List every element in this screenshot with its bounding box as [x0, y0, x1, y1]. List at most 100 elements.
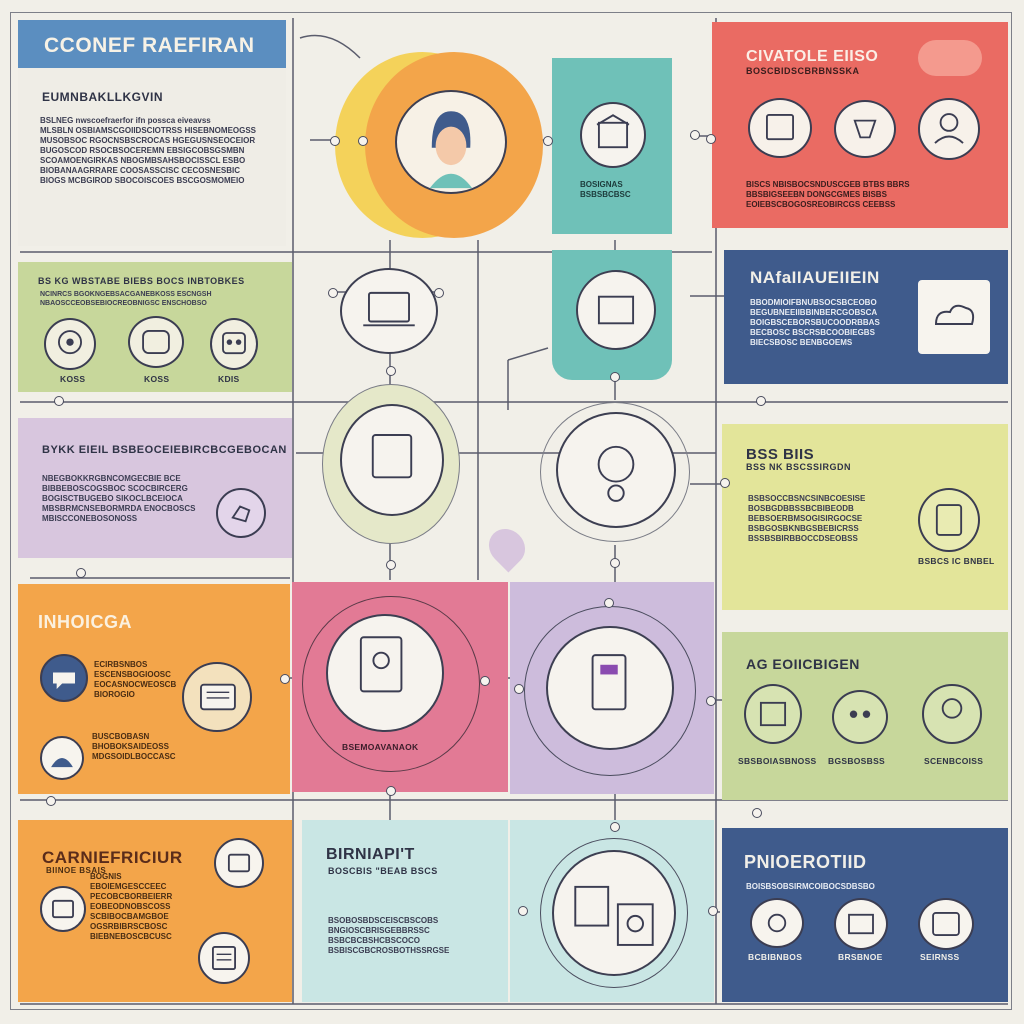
navy-panel-2-caption-2: BRSBNOE [838, 952, 883, 962]
kiosk-node [552, 850, 676, 976]
teal-column-body: BOSIGNAS BSBSBCBSC [580, 180, 631, 199]
cloud-shape [918, 40, 982, 76]
tools-icon [128, 316, 184, 368]
orange-panel-1-title: INHOICGA [38, 612, 132, 632]
report-icon [198, 932, 250, 984]
hand-cursor-icon [216, 488, 266, 538]
orange-panel-2-title: CARNIEFRICIUR [42, 848, 183, 867]
shopping-node [576, 270, 656, 350]
pink-panel-caption: BSEMOAVANAOK [342, 742, 419, 752]
green-caption-2: KOSS [144, 374, 170, 384]
person-avatar-node [395, 90, 507, 194]
yellow-panel-caption: BSBCS IC BNBEL [918, 556, 995, 566]
green-panel-body: NCINRCS BGOKNGEBSACGANEBKOSS ESCNGSH NBA… [40, 291, 212, 307]
connector-dot [358, 136, 368, 146]
profile-card-node [326, 614, 444, 732]
navy-panel-1-title: NAfaIIAUEIIEIN [750, 268, 880, 287]
connector-dot [386, 786, 396, 796]
connector-dot [720, 478, 730, 488]
connector-dot [690, 130, 700, 140]
face-icon [832, 690, 888, 744]
pink-panel: BSEMOAVANAOK [292, 582, 508, 792]
navy-panel-2-caption-3: SEIRNSS [920, 952, 960, 962]
light-teal-title: BIRNIAPI'T [326, 846, 415, 863]
laptop-hub-node [340, 404, 444, 516]
presentation-icon [834, 100, 896, 158]
diagram-frame [10, 12, 1012, 1010]
purple-panel [510, 582, 714, 794]
connector-dot [54, 396, 64, 406]
printer-icon [214, 838, 264, 888]
connector-dot [706, 696, 716, 706]
header-title: CCONEF RAEFIRAN [44, 34, 255, 57]
orange-panel-1-text-1: ECIRBSNBOS ESCENSBOGIOOSC EOCASNOCWEOSCB… [94, 660, 177, 699]
connector-dot [280, 674, 290, 684]
green-panel-2-caption-2: BGSBOSBSS [828, 756, 886, 766]
scanner-icon [918, 898, 974, 950]
chat-icon [40, 654, 88, 702]
light-teal-panel: BIRNIAPI'T BOSCBIS "BEAB BSCS BSOBOSBDSC… [302, 820, 508, 1002]
coral-panel-body: BISCS NBISBOCSNDUSCGEB BTBS BBRS BBSBIGS… [746, 180, 910, 209]
light-teal-body: BSOBOSBDSCEISCBSCOBS BNGIOSCBRISGEBBRSSC… [328, 916, 450, 955]
lavender-panel-title: BYKK EIEIL BSBEOCEIEBIRCBCGEBOCAN [42, 444, 287, 456]
globe-person-icon [40, 736, 84, 780]
navy-panel-2-title: PNIOEROTIID [744, 852, 867, 872]
connector-dot [480, 676, 490, 686]
yellow-panel-subtitle: BSS NK BSCSSIRGDN [746, 462, 852, 472]
connector-dot [46, 796, 56, 806]
connector-dot [386, 366, 396, 376]
team-icon [918, 98, 980, 160]
document-icon [182, 662, 252, 732]
orange-panel-2-body: BOGNIS EBOIEMGESCCEEC PECOBCBORBEIERR EO… [90, 872, 173, 941]
head-gears-icon [44, 318, 96, 370]
connector-dot [756, 396, 766, 406]
navy-panel-2: PNIOEROTIID BOISBSOBSIRMCOIBOCSDBSBO BCB… [722, 828, 1008, 1002]
connector-dot [543, 136, 553, 146]
connector-dot [328, 288, 338, 298]
bank-icon [744, 684, 802, 744]
orange-panel-1: INHOICGA ECIRBSNBOS ESCENSBOGIOOSC EOCAS… [18, 584, 290, 794]
yellow-panel: BSS BIIS BSS NK BSCSSIRGDN BSBSOCCBSNCSI… [722, 424, 1008, 610]
light-teal-panel-2 [510, 820, 714, 1002]
connector-dot [518, 906, 528, 916]
green-panel-2: AG EOIICBIGEN SBSBOIASBNOSS BGSBOSBSS SC… [722, 632, 1008, 800]
camera-icon [750, 898, 804, 948]
cloud-card-icon [918, 280, 990, 354]
navy-panel-2-caption-1: BCBIBNBOS [748, 952, 803, 962]
pink-panel-ring [302, 596, 480, 772]
green-caption-1: KOSS [60, 374, 86, 384]
navy-panel-1: NAfaIIAUEIIEIN BBODMIOIFBNUBSOCSBCEOBO B… [724, 250, 1008, 384]
machine-node [546, 626, 674, 750]
header-subtitle: EUMNBAKLLKGVIN [42, 90, 163, 104]
connector-dot [610, 558, 620, 568]
orange-panel-2: CARNIEFRICIUR BIINOE BSAIS BOGNIS EBOIEM… [18, 820, 292, 1002]
yellow-panel-title: BSS BIIS [746, 446, 815, 463]
navy-panel-2-body: BOISBSOBSIRMCOIBOCSDBSBO [746, 882, 875, 891]
header-body-text: BSLNEG nwscoefraerfor ifn possca eiveavs… [40, 116, 257, 185]
right-hub-outer-ring [540, 402, 690, 542]
coral-panel: CIVATOLE EIISO BOSCBIDSCBRBNSSKA BISCS N… [712, 22, 1008, 228]
connector-dot [330, 136, 340, 146]
connector-dot [752, 808, 762, 818]
coral-panel-subtitle: BOSCBIDSCBRBNSSKA [746, 66, 860, 76]
gallery-icon [40, 886, 86, 932]
header-panel: CCONEF RAEFIRAN EUMNBAKLLKGVIN BSLNEG nw… [18, 20, 286, 246]
green-panel-2-title: AG EOIICBIGEN [746, 656, 860, 672]
connector-dot [386, 560, 396, 570]
connector-dot [610, 822, 620, 832]
light-teal-subtitle: BOSCBIS "BEAB BSCS [328, 866, 438, 876]
green-caption-3: KDIS [218, 374, 240, 384]
server-icon [834, 898, 888, 950]
light-teal-panel-ring [540, 838, 688, 988]
green-panel-2-caption-1: SBSBOIASBNOSS [738, 756, 817, 766]
connector-dot [514, 684, 524, 694]
connector-dot [610, 372, 620, 382]
robot-icon [210, 318, 258, 370]
lavender-panel-body: NBEGBOKKRGBNCOMGECBIE BCE BIBBEBOSCOGSBO… [42, 474, 196, 523]
navy-panel-1-body: BBODMIOIFBNUBSOCSBCEOBO BEGUBNEEIIBBINBE… [750, 298, 880, 347]
orange-panel-2-subtitle: BIINOE BSAIS [46, 866, 107, 875]
header-title-bar [18, 20, 286, 68]
kiosk-icon [748, 98, 812, 158]
green-panel-title: BS KG WBSTABE BIEBS BOCS INBTOBKES [38, 276, 245, 286]
gears-hub-node [556, 412, 676, 528]
